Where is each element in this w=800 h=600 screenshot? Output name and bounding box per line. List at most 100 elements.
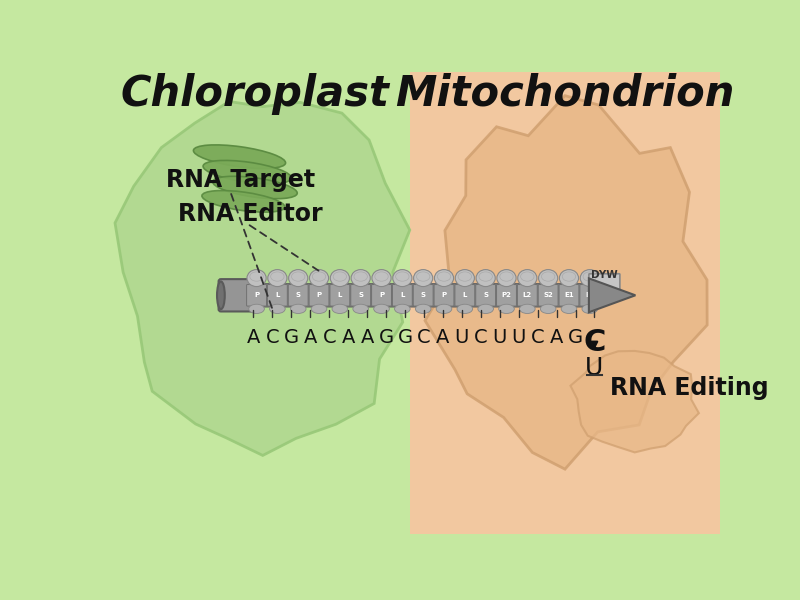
FancyBboxPatch shape <box>580 284 600 306</box>
Text: U: U <box>511 328 526 347</box>
Text: G: G <box>568 328 583 347</box>
Text: S2: S2 <box>543 292 553 298</box>
Ellipse shape <box>353 304 369 313</box>
Text: L: L <box>275 292 279 298</box>
Text: P2: P2 <box>502 292 511 298</box>
Text: L2: L2 <box>522 292 532 298</box>
Text: U: U <box>454 328 469 347</box>
Ellipse shape <box>194 145 286 169</box>
Text: Chloroplast: Chloroplast <box>121 73 390 115</box>
Ellipse shape <box>476 269 495 287</box>
Ellipse shape <box>561 304 577 313</box>
Text: C: C <box>322 328 336 347</box>
Text: E2: E2 <box>585 292 594 298</box>
FancyBboxPatch shape <box>434 284 454 306</box>
Polygon shape <box>100 72 720 534</box>
Text: P: P <box>379 292 384 298</box>
Text: A: A <box>342 328 355 347</box>
Text: C: C <box>531 328 545 347</box>
Text: U: U <box>586 356 603 380</box>
Polygon shape <box>115 101 410 455</box>
FancyBboxPatch shape <box>218 279 258 311</box>
FancyBboxPatch shape <box>288 284 308 306</box>
Text: S: S <box>483 292 488 298</box>
FancyBboxPatch shape <box>267 284 287 306</box>
Ellipse shape <box>457 304 473 313</box>
FancyBboxPatch shape <box>246 284 266 306</box>
Ellipse shape <box>538 269 558 287</box>
Text: A: A <box>550 328 563 347</box>
Text: S: S <box>421 292 426 298</box>
FancyBboxPatch shape <box>559 284 579 306</box>
Text: S: S <box>296 292 301 298</box>
Text: RNA Editing: RNA Editing <box>610 376 769 400</box>
Text: P: P <box>442 292 446 298</box>
FancyBboxPatch shape <box>393 284 412 306</box>
Ellipse shape <box>434 269 454 287</box>
FancyBboxPatch shape <box>538 284 558 306</box>
Ellipse shape <box>518 269 537 287</box>
Text: G: G <box>378 328 394 347</box>
Ellipse shape <box>374 304 390 313</box>
Text: S: S <box>358 292 363 298</box>
Text: U: U <box>493 328 507 347</box>
FancyBboxPatch shape <box>497 284 517 306</box>
Ellipse shape <box>249 304 264 313</box>
Polygon shape <box>425 95 707 469</box>
Ellipse shape <box>351 269 370 287</box>
Ellipse shape <box>540 304 556 313</box>
Text: C: C <box>474 328 487 347</box>
Ellipse shape <box>580 269 599 287</box>
Ellipse shape <box>582 304 598 313</box>
FancyBboxPatch shape <box>455 284 474 306</box>
Text: RNA Target: RNA Target <box>166 168 315 192</box>
Polygon shape <box>589 278 635 312</box>
Text: A: A <box>436 328 450 347</box>
Ellipse shape <box>372 269 391 287</box>
Text: A: A <box>246 328 260 347</box>
Ellipse shape <box>478 304 494 313</box>
Ellipse shape <box>270 304 285 313</box>
Ellipse shape <box>455 269 474 287</box>
Ellipse shape <box>498 304 514 313</box>
Ellipse shape <box>519 304 535 313</box>
Ellipse shape <box>414 269 433 287</box>
Ellipse shape <box>393 269 412 287</box>
Ellipse shape <box>247 269 266 287</box>
Text: C: C <box>417 328 430 347</box>
FancyBboxPatch shape <box>414 284 433 306</box>
Text: Mitochondrion: Mitochondrion <box>395 73 734 115</box>
Text: E1: E1 <box>564 292 574 298</box>
Text: C: C <box>583 328 606 356</box>
Ellipse shape <box>217 281 225 309</box>
Ellipse shape <box>290 304 306 313</box>
Ellipse shape <box>203 160 291 184</box>
Text: A: A <box>303 328 317 347</box>
Ellipse shape <box>213 176 298 199</box>
FancyBboxPatch shape <box>476 284 495 306</box>
Ellipse shape <box>311 304 327 313</box>
Ellipse shape <box>436 304 452 313</box>
Ellipse shape <box>497 269 516 287</box>
Ellipse shape <box>332 304 348 313</box>
Text: C: C <box>266 328 279 347</box>
Text: P: P <box>254 292 259 298</box>
Text: L: L <box>338 292 342 298</box>
FancyBboxPatch shape <box>309 284 329 306</box>
FancyBboxPatch shape <box>246 284 600 307</box>
Ellipse shape <box>559 269 578 287</box>
Text: RNA Editor: RNA Editor <box>178 202 322 226</box>
Text: L: L <box>400 292 405 298</box>
FancyBboxPatch shape <box>350 284 370 306</box>
FancyBboxPatch shape <box>330 284 350 306</box>
FancyBboxPatch shape <box>371 284 391 306</box>
Ellipse shape <box>310 269 329 287</box>
Ellipse shape <box>202 191 285 212</box>
Ellipse shape <box>415 304 431 313</box>
FancyBboxPatch shape <box>518 284 538 306</box>
Text: L: L <box>462 292 467 298</box>
Polygon shape <box>410 72 720 534</box>
Polygon shape <box>570 351 699 452</box>
Text: P: P <box>317 292 322 298</box>
Text: A: A <box>361 328 374 347</box>
